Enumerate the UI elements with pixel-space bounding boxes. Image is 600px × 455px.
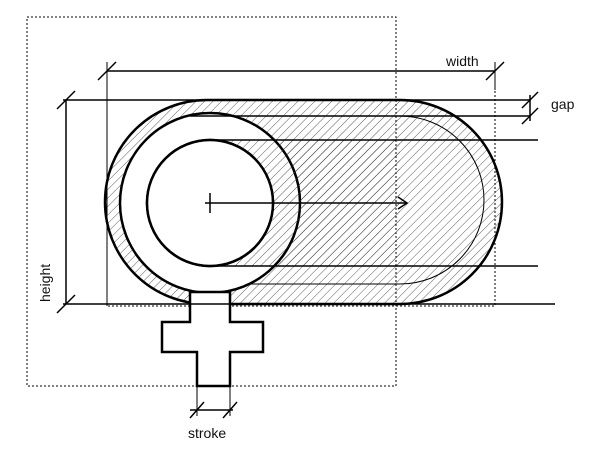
stroke-label: stroke [188,425,226,441]
stroke-tick-left [189,401,205,419]
gap-tick-top [521,91,539,109]
gap-tick-bottom [521,107,539,125]
height-label: height [37,264,53,302]
height-tick-bottom [56,294,76,314]
gap-label: gap [551,96,575,112]
width-label: width [445,53,479,69]
stroke-tick-right [222,401,238,419]
center-arrow-head [397,196,409,210]
height-tick-top [56,90,76,110]
